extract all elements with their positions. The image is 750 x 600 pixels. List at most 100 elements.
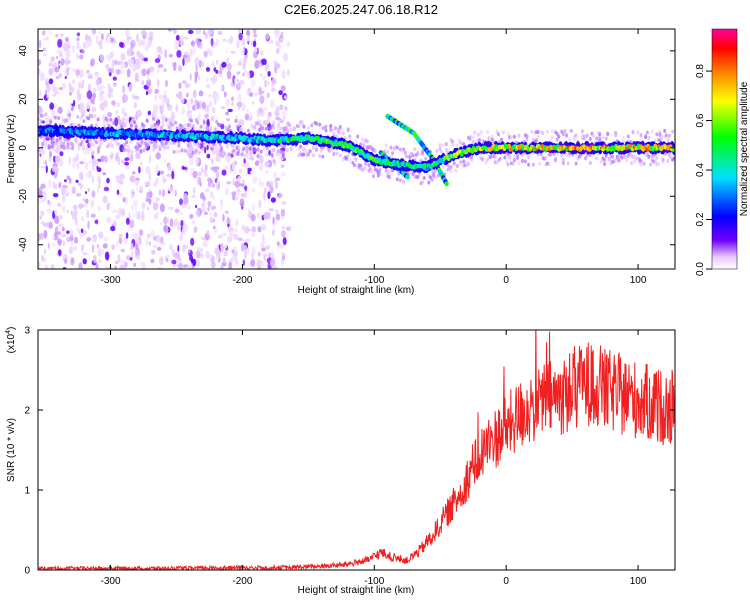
spectrogram-noise-cell: [155, 177, 159, 185]
spectrogram-noise-cell: [250, 214, 256, 222]
spectrogram-noise-cell: [284, 106, 288, 111]
spectrogram-noise-cell: [286, 147, 289, 152]
x-tick-label: -300: [101, 275, 121, 286]
spectrogram-spread-cell: [197, 150, 201, 155]
spectrogram-noise-cell: [111, 67, 115, 74]
spectrogram-spread-cell: [65, 118, 68, 123]
spectrogram-noise-cell: [253, 166, 256, 170]
x-tick-label: -200: [232, 275, 252, 286]
spectrogram-spread-cell: [645, 151, 649, 156]
spectrogram-noise-cell: [205, 250, 210, 259]
spectrogram-noise-cell: [87, 187, 91, 192]
spectrogram-noise-cell: [125, 38, 131, 46]
spectrogram-noise-cell: [76, 37, 80, 41]
spectrogram-noise-cell: [152, 110, 156, 115]
spectrogram-noise-cell: [278, 90, 283, 96]
spectrogram-noise-cell: [40, 221, 46, 225]
spectrogram-noise-cell: [210, 115, 214, 121]
spectrogram-noise-cell: [207, 200, 212, 208]
y-tick-label: 40: [18, 45, 29, 57]
spectrogram-noise-cell: [251, 232, 256, 238]
spectrogram-noise-cell: [245, 238, 251, 243]
spectrogram-noise-cell: [264, 152, 269, 158]
spectrogram-noise-cell: [62, 240, 66, 247]
spectrogram-spread-cell: [152, 147, 155, 152]
spectrogram-noise-cell: [38, 147, 41, 153]
spectrogram-noise-cell: [182, 58, 185, 67]
spectrogram-noise-cell: [127, 151, 132, 158]
spectrogram-noise-cell: [148, 172, 152, 182]
spectrogram-spread-cell: [364, 166, 368, 171]
spectrogram-spread-cell: [440, 149, 444, 154]
spectrogram-noise-cell: [136, 109, 142, 118]
snr-frame: [37, 329, 676, 571]
spectrogram-noise-cell: [275, 35, 281, 38]
spectrogram-spread-cell: [378, 168, 382, 172]
spectrogram-noise-cell: [55, 56, 58, 60]
spectrogram-noise-cell: [246, 108, 250, 114]
spectrogram-spread-cell: [261, 126, 265, 130]
spectrogram-noise-cell: [164, 97, 170, 105]
spectrogram-noise-cell: [54, 155, 61, 163]
spectrogram-spread-cell: [177, 143, 181, 148]
spectrogram-spread-cell: [190, 118, 193, 123]
spectrogram-spread-cell: [424, 156, 428, 161]
spectrogram-spread-cell: [289, 127, 293, 132]
spectrogram-noise-cell: [200, 167, 204, 174]
spectrogram-noise-cell: [75, 217, 78, 226]
spectrogram-noise-cell: [66, 67, 70, 77]
spectrogram-noise-cell: [45, 85, 52, 92]
spectrogram-noise-cell: [221, 247, 224, 253]
spectrogram-spread-cell: [299, 144, 303, 149]
spectrogram-noise-cell: [121, 107, 126, 115]
spectrogram-noise-cell: [82, 143, 85, 152]
spectrogram-spread-cell: [193, 142, 197, 147]
spectrogram-spread-cell: [57, 116, 61, 120]
spectrogram-noise-cell: [215, 69, 219, 74]
spectrogram-noise-cell: [235, 219, 239, 227]
spectrogram-spread-cell: [536, 130, 540, 135]
spectrogram-noise-cell: [214, 247, 220, 255]
spectrogram-y-ticks: -40 -20 0 20 40: [18, 45, 675, 252]
spectrogram-noise-cell: [79, 54, 84, 60]
spectrogram-noise-cell: [203, 199, 206, 206]
spectrogram-ridge-core: [507, 143, 512, 149]
spectrogram-noise-cell: [98, 31, 102, 35]
spectrogram-noise-cell: [208, 94, 213, 98]
spectrogram-noise-cell: [202, 239, 208, 249]
spectrogram-noise-cell: [73, 209, 78, 217]
spectrogram-noise-cell: [98, 183, 101, 189]
spectrogram-noise-cell: [263, 107, 269, 111]
spectrogram-noise-cell: [58, 223, 64, 228]
spectrogram-noise-cell: [49, 102, 55, 110]
spectrogram-noise-cell: [158, 94, 163, 100]
spectrogram-noise-cell: [126, 217, 130, 225]
figure-title: C2E6.2025.247.06.18.R12: [284, 2, 438, 17]
spectrogram-noise-cell: [73, 246, 77, 251]
spectrogram-spread-cell: [588, 137, 592, 141]
spectrogram-noise-cell: [158, 64, 164, 68]
snr-x-label: Height of straight line (km): [298, 585, 415, 596]
spectrogram-spread-cell: [334, 126, 337, 131]
spectrogram-spread-cell: [338, 125, 342, 129]
spectrogram-noise-cell: [59, 33, 64, 37]
spectrogram-noise-cell: [145, 181, 151, 187]
spectrogram-noise-cell: [111, 58, 115, 68]
spectrogram-noise-cell: [40, 183, 46, 189]
spectrogram-spread-cell: [550, 129, 554, 134]
spectrogram-noise-cell: [118, 233, 123, 239]
spectrogram-spread-cell: [253, 148, 257, 152]
spectrogram-noise-cell: [225, 111, 229, 116]
spectrogram-noise-cell: [48, 78, 54, 85]
spectrogram-spread-cell: [536, 134, 540, 139]
spectrogram-noise-cell: [105, 33, 108, 43]
spectrogram-spread-cell: [199, 124, 203, 129]
spectrogram-spread-cell: [159, 125, 163, 130]
spectrogram-noise-cell: [153, 104, 159, 113]
spectrogram-noise-cell: [102, 195, 108, 204]
spectrogram-noise-cell: [85, 171, 91, 179]
spectrogram-spread-cell: [671, 129, 675, 134]
spectrogram-noise-cell: [45, 266, 49, 269]
spectrogram-spread-cell: [527, 162, 531, 167]
spectrogram-noise-cell: [209, 212, 212, 216]
